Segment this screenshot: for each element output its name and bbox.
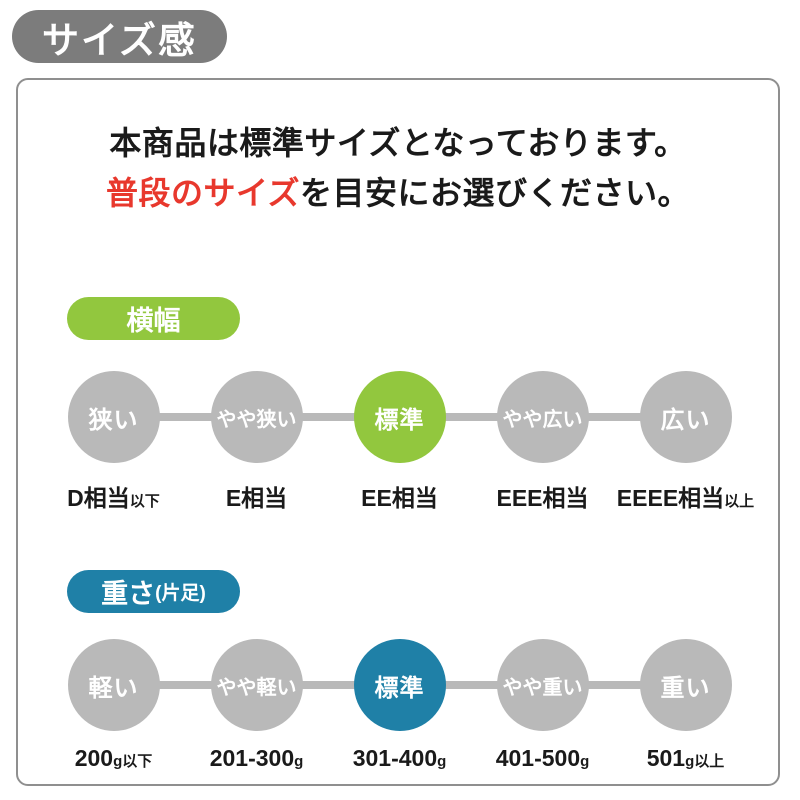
step-weight-standard-circle: 標準 (353, 639, 446, 731)
weight-pill-label: 重さ (101, 579, 156, 609)
width-section: 横幅 狭い D相当以下 やや狭い E相当 標準 EE相当 やや広い (18, 297, 778, 513)
step-heavy: 重い 501g以上 (614, 639, 757, 772)
width-pill-label: 横幅 (126, 306, 181, 336)
step-slightly-narrow: やや狭い E相当 (185, 371, 328, 513)
step-light-sub: 200g以下 (74, 745, 153, 771)
step-weight-standard: 標準 301-400g (328, 639, 471, 772)
intro-text: 本商品は標準サイズとなっております。 普段のサイズを目安にお選びください。 (18, 118, 778, 218)
step-narrow-sub: D相当以下 (67, 485, 160, 511)
step-width-standard-label: 標準 (374, 406, 425, 434)
step-slightly-heavy-sub: 401-500g (495, 745, 590, 771)
weight-pill-suffix: (片足) (155, 583, 206, 604)
step-slightly-light-circle: やや軽い (210, 639, 303, 731)
step-wide: 広い EEEE相当以上 (614, 371, 757, 513)
weight-section-pill: 重さ (片足) (67, 570, 240, 613)
step-narrow-circle: 狭い (67, 371, 160, 463)
step-slightly-narrow-circle: やや狭い (210, 371, 303, 463)
step-slightly-narrow-sub: E相当 (225, 485, 288, 511)
size-guide-card: 本商品は標準サイズとなっております。 普段のサイズを目安にお選びください。 横幅… (16, 78, 780, 786)
step-slightly-light-label: やや軽い (216, 676, 297, 699)
step-narrow: 狭い D相当以下 (42, 371, 185, 513)
step-slightly-heavy-circle: やや重い (496, 639, 589, 731)
step-slightly-heavy: やや重い 401-500g (471, 639, 614, 772)
size-feel-badge-label: サイズ感 (42, 19, 197, 61)
step-light-label: 軽い (88, 674, 139, 702)
width-step-row: 狭い D相当以下 やや狭い E相当 標準 EE相当 やや広い EEE相当 広い (18, 371, 778, 513)
intro-line-2-rest: を目安にお選びください。 (300, 175, 691, 211)
step-light: 軽い 200g以下 (42, 639, 185, 772)
step-slightly-light-sub: 201-300g (209, 745, 304, 771)
step-light-circle: 軽い (67, 639, 160, 731)
step-slightly-wide-circle: やや広い (496, 371, 589, 463)
weight-section: 重さ (片足) 軽い 200g以下 やや軽い 201-300g 標準 301-40… (18, 570, 778, 772)
intro-line-2: 普段のサイズを目安にお選びください。 (18, 168, 778, 218)
step-width-standard-sub: EE相当 (361, 485, 438, 511)
step-width-standard: 標準 EE相当 (328, 371, 471, 513)
step-heavy-label: 重い (660, 674, 711, 702)
width-steps: 狭い D相当以下 やや狭い E相当 標準 EE相当 やや広い EEE相当 広い (42, 371, 778, 513)
step-width-standard-circle: 標準 (353, 371, 446, 463)
step-wide-sub: EEEE相当以上 (616, 485, 755, 511)
step-slightly-wide: やや広い EEE相当 (471, 371, 614, 513)
step-slightly-wide-sub: EEE相当 (496, 485, 589, 511)
step-weight-standard-sub: 301-400g (352, 745, 447, 771)
step-heavy-sub: 501g以上 (646, 745, 725, 771)
intro-line-2-highlight: 普段のサイズ (105, 175, 301, 211)
intro-line-1: 本商品は標準サイズとなっております。 (109, 125, 687, 161)
step-weight-standard-label: 標準 (374, 674, 425, 702)
step-slightly-narrow-label: やや狭い (216, 408, 297, 431)
step-wide-circle: 広い (639, 371, 732, 463)
step-wide-label: 広い (660, 406, 711, 434)
step-heavy-circle: 重い (639, 639, 732, 731)
step-slightly-heavy-label: やや重い (502, 676, 583, 699)
width-section-pill: 横幅 (67, 297, 240, 340)
weight-steps: 軽い 200g以下 やや軽い 201-300g 標準 301-400g やや重い… (42, 639, 778, 772)
size-feel-badge: サイズ感 (12, 10, 227, 63)
weight-step-row: 軽い 200g以下 やや軽い 201-300g 標準 301-400g やや重い… (18, 639, 778, 772)
step-slightly-light: やや軽い 201-300g (185, 639, 328, 772)
step-slightly-wide-label: やや広い (502, 408, 583, 431)
step-narrow-label: 狭い (88, 406, 139, 434)
